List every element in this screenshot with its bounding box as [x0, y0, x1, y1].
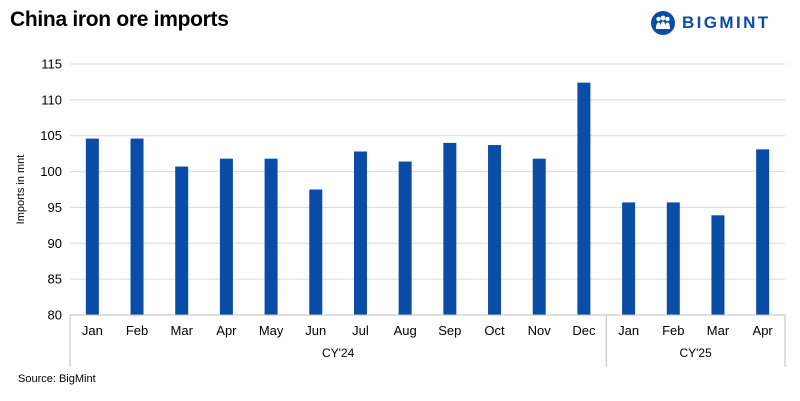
x-tick-label: Sep — [438, 323, 461, 338]
x-tick-label: Jan — [618, 323, 639, 338]
group-label: CY'24 — [322, 346, 355, 360]
y-tick-label: 80 — [48, 308, 62, 323]
bar — [219, 158, 233, 315]
y-tick-label: 105 — [40, 128, 62, 143]
x-tick-label: Aug — [394, 323, 417, 338]
bar — [488, 145, 502, 315]
x-tick-label: Jan — [82, 323, 103, 338]
bar — [622, 202, 636, 315]
x-tick-label: Nov — [528, 323, 552, 338]
bar — [666, 202, 680, 315]
y-tick-label: 100 — [40, 164, 62, 179]
x-tick-label: Apr — [216, 323, 237, 338]
x-tick-label: Mar — [171, 323, 194, 338]
x-tick-label: Oct — [484, 323, 505, 338]
x-tick-label: Jul — [352, 323, 369, 338]
x-tick-label: Feb — [126, 323, 148, 338]
x-tick-label: Jun — [305, 323, 326, 338]
y-tick-label: 90 — [48, 236, 62, 251]
bar — [85, 138, 99, 315]
y-tick-label: 95 — [48, 200, 62, 215]
x-tick-label: Dec — [572, 323, 596, 338]
bar — [175, 166, 189, 315]
bar — [532, 158, 546, 315]
bigmint-logo: BIGMINT — [650, 10, 771, 36]
source-note: Source: BigMint — [18, 373, 96, 385]
bar — [711, 215, 725, 315]
x-tick-label: May — [259, 323, 284, 338]
bar — [398, 161, 412, 315]
x-tick-label: Apr — [753, 323, 774, 338]
y-tick-label: 85 — [48, 272, 62, 287]
bar — [443, 142, 457, 315]
bar — [309, 189, 323, 315]
x-tick-label: Mar — [707, 323, 730, 338]
bar — [756, 149, 770, 315]
logo-text: BIGMINT — [682, 13, 771, 32]
y-tick-label: 115 — [41, 57, 62, 72]
bar — [577, 82, 591, 315]
bar — [264, 158, 278, 315]
bar — [353, 151, 367, 315]
y-axis-label: Imports in mnt — [15, 155, 27, 225]
people-group-icon — [651, 11, 675, 35]
chart-title: China iron ore imports — [10, 8, 229, 31]
bar — [130, 138, 144, 315]
y-tick-label: 110 — [41, 92, 62, 107]
x-tick-label: Feb — [662, 323, 684, 338]
group-label: CY'25 — [679, 346, 712, 360]
